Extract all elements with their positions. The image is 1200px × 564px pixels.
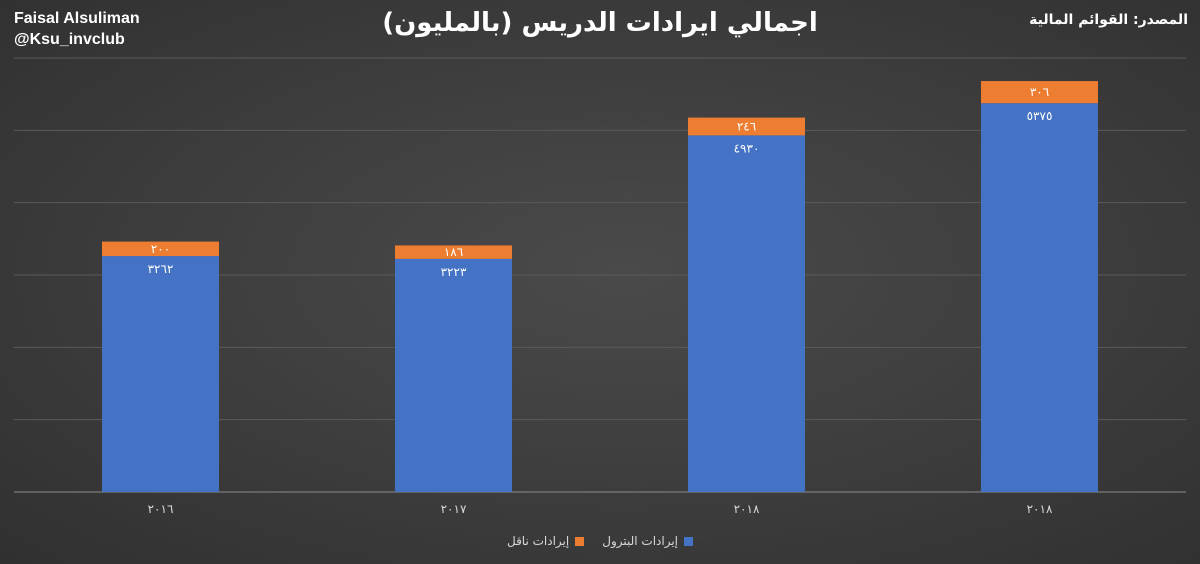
- data-label-transport: ٣٠٦: [1030, 85, 1049, 99]
- data-label-petroleum: ٣٢٢٣: [441, 265, 467, 279]
- bar-segment-petroleum: [102, 256, 219, 492]
- data-label-transport: ١٨٦: [444, 245, 463, 259]
- bar-segment-transport: [395, 245, 512, 259]
- chart-title: اجمالي ايرادات الدريس (بالمليون): [382, 8, 818, 38]
- data-label-petroleum: ٤٩٣٠: [734, 141, 760, 155]
- data-label-petroleum: ٣٢٦٢: [148, 262, 174, 276]
- source-note: المصدر: القوائم المالية: [1029, 12, 1188, 28]
- x-tick-label: ٢٠١٧: [441, 502, 467, 516]
- chart-legend: إيرادات البترول إيرادات ناقل: [0, 534, 1200, 548]
- bar-segment-petroleum: [688, 135, 805, 492]
- legend-swatch-transport: [575, 536, 585, 546]
- data-label-transport: ٢٠٠: [151, 242, 170, 256]
- legend-label-transport: إيرادات ناقل: [506, 534, 570, 548]
- legend-swatch-petroleum: [684, 536, 694, 546]
- author-handle: @Ksu_invclub: [14, 31, 125, 48]
- x-tick-label: ٢٠١٦: [148, 502, 174, 516]
- legend-label-petroleum: إيرادات البترول: [602, 534, 679, 548]
- legend-item-petroleum: إيرادات البترول: [602, 534, 694, 548]
- bar-segment-petroleum: [981, 103, 1098, 492]
- bar-segment-transport: [102, 241, 219, 257]
- x-tick-label: ٢٠١٨: [1027, 502, 1053, 516]
- data-label-petroleum: ٥٣٧٥: [1027, 109, 1053, 123]
- author-credit: Faisal Alsuliman @Ksu_invclub: [14, 8, 140, 50]
- legend-item-transport: إيرادات ناقل: [506, 534, 585, 548]
- bar-segment-petroleum: [395, 258, 512, 492]
- data-label-transport: ٢٤٦: [737, 119, 756, 133]
- author-name: Faisal Alsuliman: [14, 10, 140, 27]
- bar-segment-transport: [981, 81, 1098, 104]
- x-tick-label: ٢٠١٨: [734, 502, 760, 516]
- bar-segment-transport: [688, 117, 805, 136]
